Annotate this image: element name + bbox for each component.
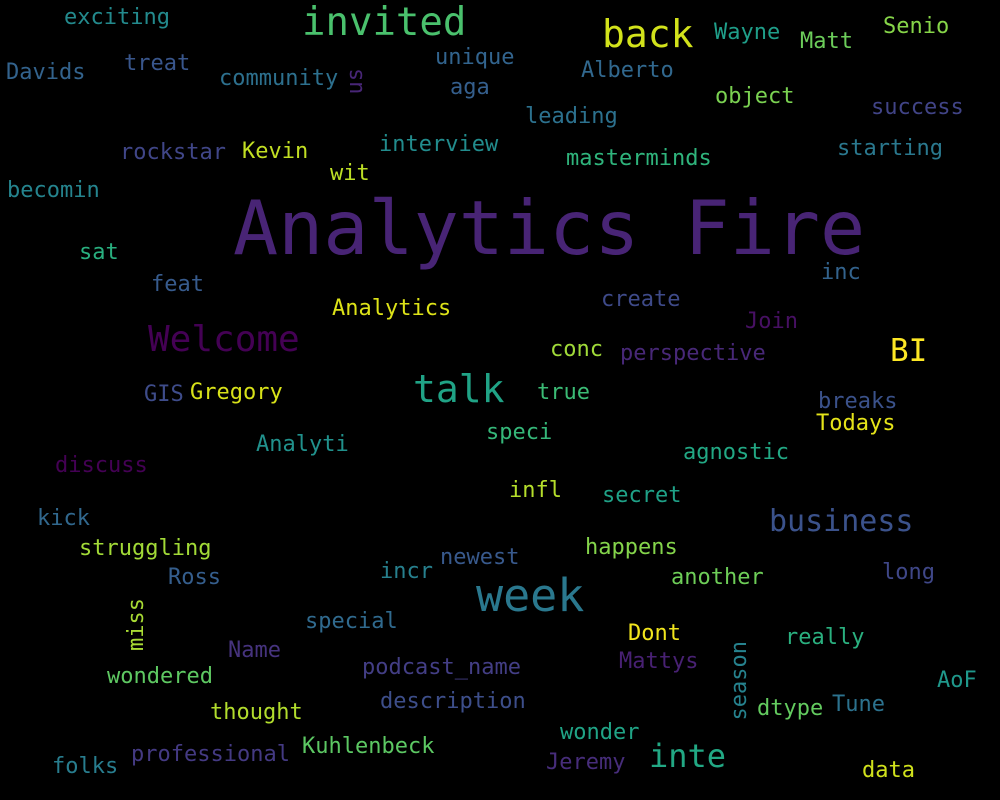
- word-long: long: [882, 560, 935, 585]
- word-gregory: Gregory: [190, 380, 283, 405]
- word-object: object: [715, 84, 795, 109]
- word-happens: happens: [585, 535, 678, 560]
- word-kuhlenbeck: Kuhlenbeck: [302, 734, 435, 759]
- word-success: success: [871, 95, 964, 120]
- word-inte: inte: [649, 737, 727, 775]
- word-infl: infl: [509, 478, 562, 503]
- word-breaks: breaks: [818, 389, 898, 414]
- word-rockstar: rockstar: [120, 140, 226, 165]
- word-kick: kick: [37, 506, 90, 531]
- word-data: data: [862, 758, 915, 783]
- word-mattys: Mattys: [619, 649, 699, 674]
- word-kevin: Kevin: [242, 139, 309, 164]
- word-becomin: becomin: [7, 178, 100, 203]
- word-jeremy: Jeremy: [546, 750, 626, 775]
- word-podcast-name: podcast_name: [362, 655, 521, 680]
- word-business: business: [769, 504, 914, 539]
- word-newest: newest: [440, 545, 520, 570]
- word-miss: miss: [124, 598, 149, 651]
- word-incr: incr: [380, 559, 433, 584]
- word-welcome: Welcome: [148, 319, 300, 360]
- word-create: create: [601, 287, 681, 312]
- word-perspective: perspective: [620, 341, 766, 366]
- word-ross: Ross: [168, 565, 221, 590]
- word-todays: Todays: [816, 411, 896, 436]
- word-sat: sat: [79, 240, 119, 265]
- word-true: true: [537, 380, 590, 405]
- word-talk: talk: [413, 367, 505, 411]
- word-special: special: [305, 609, 398, 634]
- word-starting: starting: [837, 136, 943, 161]
- word-exciting: exciting: [64, 5, 170, 30]
- word-dtype: dtype: [757, 696, 824, 721]
- word-unique: unique: [435, 45, 515, 70]
- word-aga: aga: [450, 75, 490, 100]
- word-interview: interview: [379, 132, 499, 157]
- word-analyti: Analyti: [256, 432, 349, 457]
- word-another: another: [671, 565, 764, 590]
- word-analytics: Analytics: [332, 296, 452, 321]
- word-wit: wit: [330, 161, 370, 186]
- word-matt: Matt: [800, 29, 853, 54]
- word-wayne: Wayne: [714, 20, 781, 45]
- word-us: us: [343, 68, 368, 95]
- word-description: description: [380, 689, 526, 714]
- word-dont: Dont: [628, 621, 681, 646]
- word-gis: GIS: [144, 382, 184, 407]
- word-secret: secret: [602, 483, 682, 508]
- word-analytics-fire: Analytics Fire: [233, 184, 866, 272]
- word-discuss: discuss: [55, 453, 148, 478]
- word-community: community: [219, 66, 339, 91]
- word-thought: thought: [210, 700, 303, 725]
- word-week: week: [476, 569, 585, 622]
- word-really: really: [785, 625, 865, 650]
- word-aof: AoF: [937, 668, 977, 693]
- word-professional: professional: [131, 742, 290, 767]
- word-masterminds: masterminds: [566, 146, 712, 171]
- word-alberto: Alberto: [581, 58, 674, 83]
- word-inc: inc: [821, 260, 861, 285]
- word-wonder: wonder: [560, 720, 640, 745]
- word-speci: speci: [486, 420, 553, 445]
- word-conc: conc: [550, 337, 603, 362]
- word-davids: Davids: [6, 60, 86, 85]
- word-season: season: [727, 641, 752, 721]
- word-name: Name: [228, 638, 281, 663]
- word-feat: feat: [151, 272, 204, 297]
- word-treat: treat: [124, 51, 191, 76]
- word-back: back: [602, 12, 694, 56]
- word-invited: invited: [302, 0, 467, 45]
- word-senio: Senio: [883, 14, 950, 39]
- word-folks: folks: [52, 754, 119, 779]
- word-leading: leading: [525, 104, 618, 129]
- word-agnostic: agnostic: [683, 440, 789, 465]
- word-struggling: struggling: [79, 536, 212, 561]
- word-tune: Tune: [832, 692, 885, 717]
- word-bi: BI: [890, 333, 928, 369]
- word-wondered: wondered: [107, 664, 213, 689]
- word-join: Join: [745, 309, 798, 334]
